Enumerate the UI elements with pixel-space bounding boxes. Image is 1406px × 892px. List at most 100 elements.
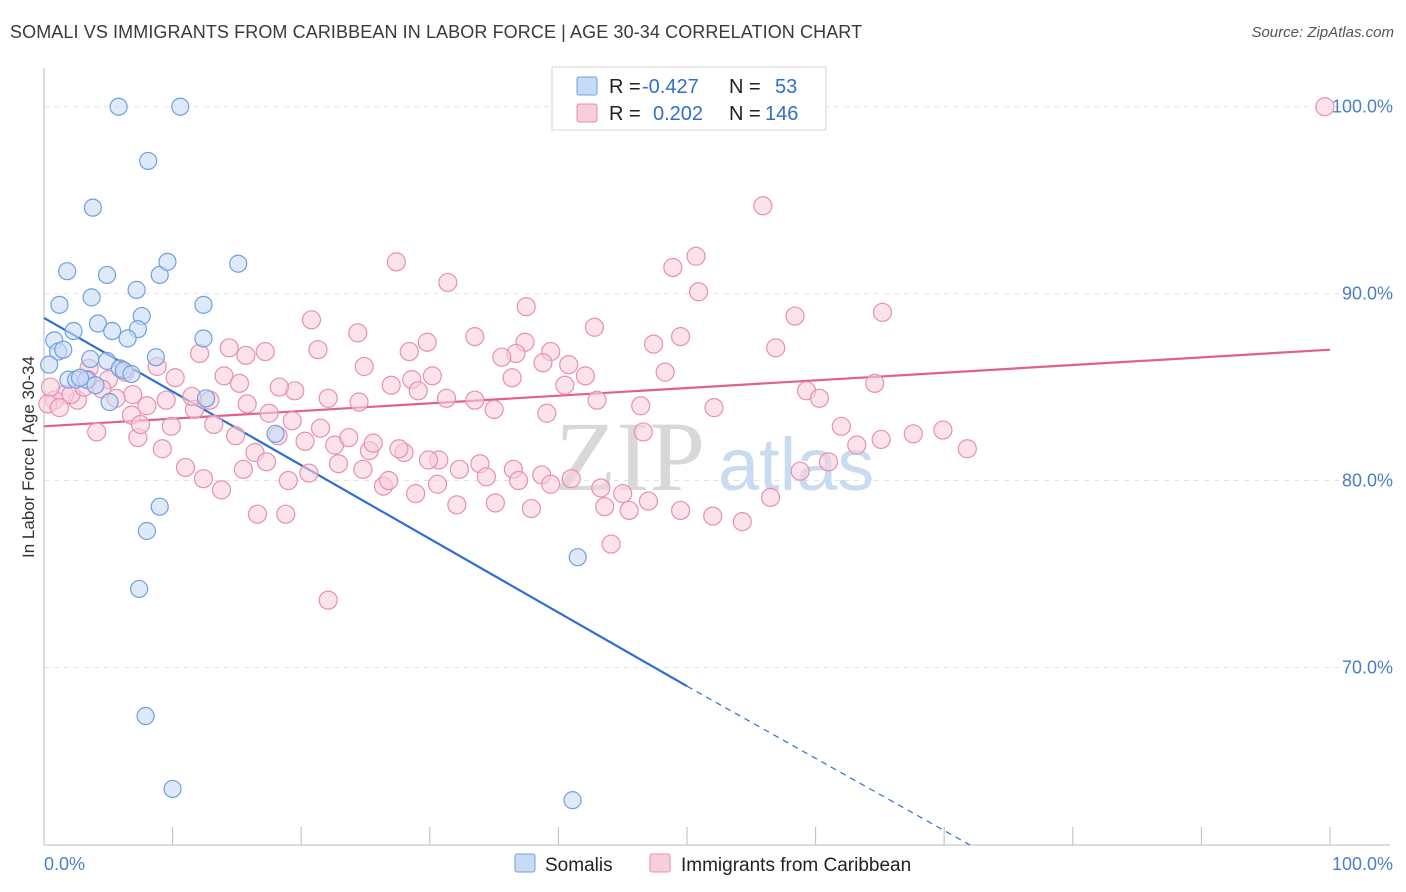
point-caribbean-84 <box>247 504 268 524</box>
point-caribbean-49 <box>484 399 504 420</box>
point-caribbean-70 <box>760 487 781 507</box>
point-caribbean-46 <box>408 381 428 401</box>
x-tick-labels: 0.0% 100.0% <box>44 854 1393 874</box>
point-caribbean-53 <box>704 398 724 418</box>
point-somalis-42 <box>568 548 587 567</box>
point-caribbean-63 <box>561 469 581 489</box>
legend-r-value-2: 0.202 <box>653 103 703 125</box>
axes <box>43 68 1390 846</box>
point-somalis-16 <box>103 321 122 341</box>
trend-somalis <box>43 316 971 846</box>
point-caribbean-41 <box>229 373 250 393</box>
point-caribbean-68 <box>703 506 723 526</box>
point-caribbean-20 <box>308 340 328 360</box>
legend-n-value-1: 53 <box>775 76 797 98</box>
point-caribbean-113 <box>259 403 279 423</box>
point-somalis-1 <box>171 97 190 116</box>
point-somalis-18 <box>118 329 137 348</box>
legend-box: R = -0.427 N = 53 R = 0.202 N = 146 <box>551 66 827 131</box>
point-caribbean-44 <box>349 392 369 412</box>
bottom-legend-somalis: Somalis <box>545 855 613 876</box>
point-somalis-10 <box>82 288 101 307</box>
point-somalis-4 <box>58 262 77 281</box>
point-somalis-14 <box>64 321 83 341</box>
trend-caribbean <box>43 348 1331 428</box>
bottom-legend-swatch-somalis <box>514 853 536 873</box>
point-caribbean-120 <box>449 459 469 479</box>
point-caribbean-55 <box>295 431 315 451</box>
point-caribbean-36 <box>655 362 675 382</box>
point-caribbean-51 <box>587 390 607 410</box>
chart-title: SOMALI VS IMMIGRANTS FROM CARIBBEAN IN L… <box>10 22 863 42</box>
points-caribbean <box>38 97 1335 610</box>
y-tick-label-0: 70.0% <box>1342 657 1393 677</box>
point-caribbean-142 <box>269 377 289 397</box>
point-caribbean-24 <box>255 341 275 362</box>
x-tick-label-1: 100.0% <box>1332 854 1393 874</box>
point-somalis-32 <box>86 376 105 395</box>
point-caribbean-43 <box>318 388 338 408</box>
point-somalis-11 <box>127 280 146 299</box>
point-caribbean-82 <box>595 497 615 517</box>
point-caribbean-12 <box>348 323 368 343</box>
point-caribbean-27 <box>236 345 256 365</box>
point-caribbean-1 <box>753 196 773 216</box>
point-caribbean-65 <box>613 484 633 504</box>
point-caribbean-76 <box>933 420 953 440</box>
point-caribbean-35 <box>575 366 596 386</box>
point-caribbean-127 <box>233 459 253 479</box>
point-caribbean-74 <box>871 429 891 450</box>
legend-r-value-1: -0.427 <box>642 76 699 98</box>
point-caribbean-145 <box>831 416 851 436</box>
y-tick-label-3: 100.0% <box>1332 97 1393 117</box>
point-caribbean-130 <box>299 463 319 483</box>
point-somalis-15 <box>88 314 108 333</box>
point-caribbean-2 <box>663 257 683 278</box>
point-caribbean-132 <box>353 459 373 479</box>
points-somalis <box>40 97 587 810</box>
point-caribbean-124 <box>175 457 196 478</box>
point-somalis-22 <box>54 340 73 359</box>
point-caribbean-112 <box>237 394 257 414</box>
bottom-legend-swatch-caribbean <box>649 853 671 873</box>
point-somalis-7 <box>158 252 177 271</box>
point-caribbean-143 <box>555 375 575 395</box>
point-somalis-39 <box>136 706 155 726</box>
point-caribbean-52 <box>631 396 651 416</box>
point-caribbean-123 <box>541 474 561 494</box>
point-caribbean-21 <box>399 341 419 362</box>
point-caribbean-115 <box>310 418 331 438</box>
trend-line-somalis <box>43 316 688 688</box>
legend-n-label-2: N = <box>729 103 761 125</box>
point-somalis-37 <box>137 521 156 541</box>
point-caribbean-71 <box>790 461 810 481</box>
point-caribbean-128 <box>256 452 277 472</box>
legend-swatch-caribbean <box>576 103 598 123</box>
point-caribbean-13 <box>465 327 485 347</box>
point-caribbean-73 <box>847 435 867 455</box>
y-tick-labels: 70.0% 80.0% 90.0% 100.0% <box>1332 97 1393 678</box>
point-caribbean-95 <box>152 439 172 459</box>
point-caribbean-17 <box>670 327 691 347</box>
point-caribbean-129 <box>278 470 298 491</box>
point-caribbean-92 <box>204 414 224 435</box>
point-caribbean-8 <box>785 306 805 326</box>
point-caribbean-133 <box>379 470 399 491</box>
point-caribbean-45 <box>381 375 401 395</box>
point-caribbean-83 <box>619 500 639 521</box>
point-caribbean-118 <box>389 439 409 459</box>
point-caribbean-85 <box>276 504 296 524</box>
point-somalis-25 <box>146 348 165 367</box>
point-caribbean-64 <box>591 478 611 498</box>
y-tick-label-2: 90.0% <box>1342 284 1393 304</box>
point-caribbean-39 <box>865 373 885 393</box>
point-caribbean-6 <box>688 282 709 302</box>
point-caribbean-80 <box>485 493 505 513</box>
point-caribbean-72 <box>818 452 839 472</box>
point-somalis-38 <box>130 579 149 599</box>
point-somalis-3 <box>83 198 102 217</box>
point-caribbean-9 <box>872 302 893 322</box>
point-caribbean-90 <box>156 390 176 410</box>
legend-r-label-2: R = <box>609 103 641 125</box>
bottom-legend-caribbean: Immigrants from Caribbean <box>681 855 911 876</box>
